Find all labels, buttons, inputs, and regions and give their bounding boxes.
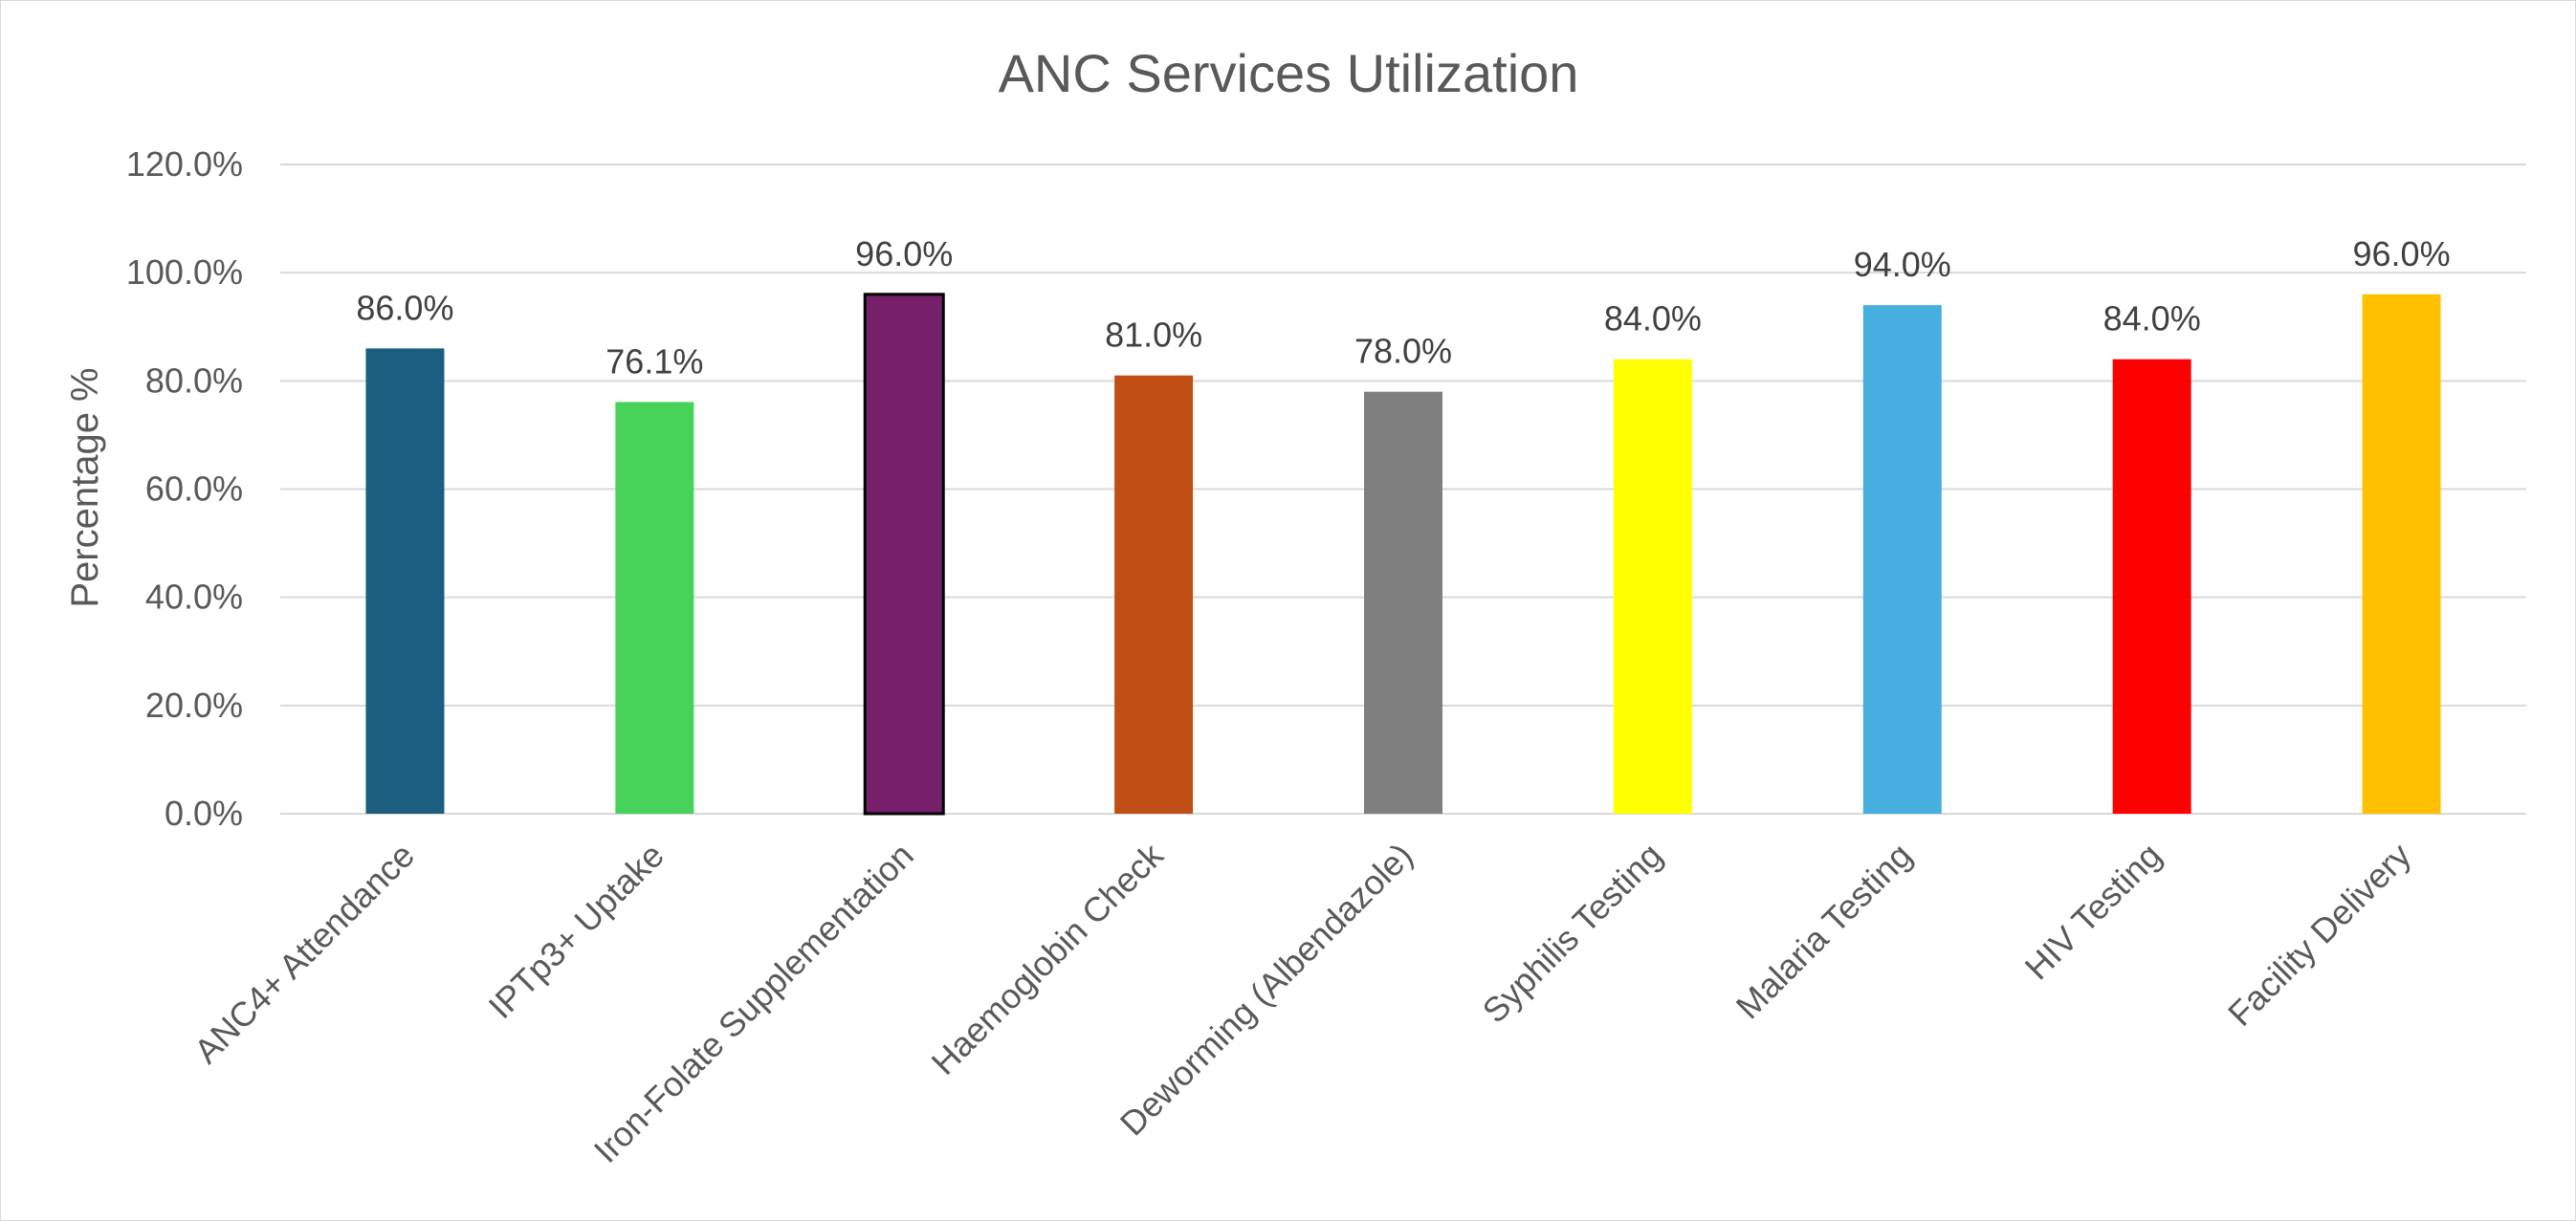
bar — [1364, 391, 1442, 814]
y-tick-label: 20.0% — [145, 686, 243, 725]
y-tick-label: 60.0% — [145, 469, 243, 509]
y-tick-label: 120.0% — [126, 144, 243, 184]
y-axis-ticks: 0.0% 20.0% 40.0% 60.0% 80.0% 100.0% 120.0% — [126, 144, 243, 833]
x-tick-label: IPTp3+ Uptake — [480, 836, 672, 1027]
x-tick-label: ANC4+ Attendance — [187, 836, 422, 1071]
y-tick-label: 0.0% — [165, 794, 243, 833]
y-tick-label: 100.0% — [126, 252, 243, 292]
y-axis-label: Percentage % — [64, 367, 106, 607]
data-labels: 86.0% 76.1% 96.0% 81.0% 78.0% 84.0% 94.0% 84.0%… — [356, 234, 2450, 382]
x-tick-label: Syphilis Testing — [1475, 836, 1670, 1031]
x-tick-label: Deworming (Albendazole) — [1112, 836, 1420, 1144]
bar — [863, 293, 945, 816]
data-label: 84.0% — [1604, 299, 1702, 338]
data-label: 96.0% — [2353, 234, 2451, 273]
x-tick-label: HIV Testing — [2017, 836, 2169, 988]
data-label: 96.0% — [855, 234, 953, 273]
bar — [1862, 305, 1942, 814]
data-label: 81.0% — [1105, 316, 1202, 355]
bar — [365, 348, 445, 814]
chart-title: ANC Services Utilization — [999, 43, 1579, 103]
bar — [2112, 359, 2191, 814]
x-tick-label: Facility Delivery — [2220, 836, 2418, 1034]
data-label: 84.0% — [2103, 299, 2201, 338]
bar — [615, 402, 694, 814]
data-label: 78.0% — [1354, 332, 1452, 371]
bars — [365, 293, 2441, 816]
bar — [2362, 294, 2441, 814]
y-tick-label: 80.0% — [145, 360, 243, 400]
data-label: 76.1% — [605, 341, 703, 381]
data-label: 86.0% — [356, 288, 453, 327]
x-axis-ticks: ANC4+ Attendance IPTp3+ UptakeIron-Folate… — [187, 835, 2418, 1170]
x-tick-label: Haemoglobin Check — [924, 835, 1172, 1082]
bar — [1114, 375, 1194, 814]
y-tick-label: 40.0% — [145, 578, 243, 617]
data-label: 94.0% — [1854, 245, 1951, 284]
bar — [1613, 359, 1692, 814]
x-tick-label: Malaria Testing — [1728, 836, 1920, 1027]
